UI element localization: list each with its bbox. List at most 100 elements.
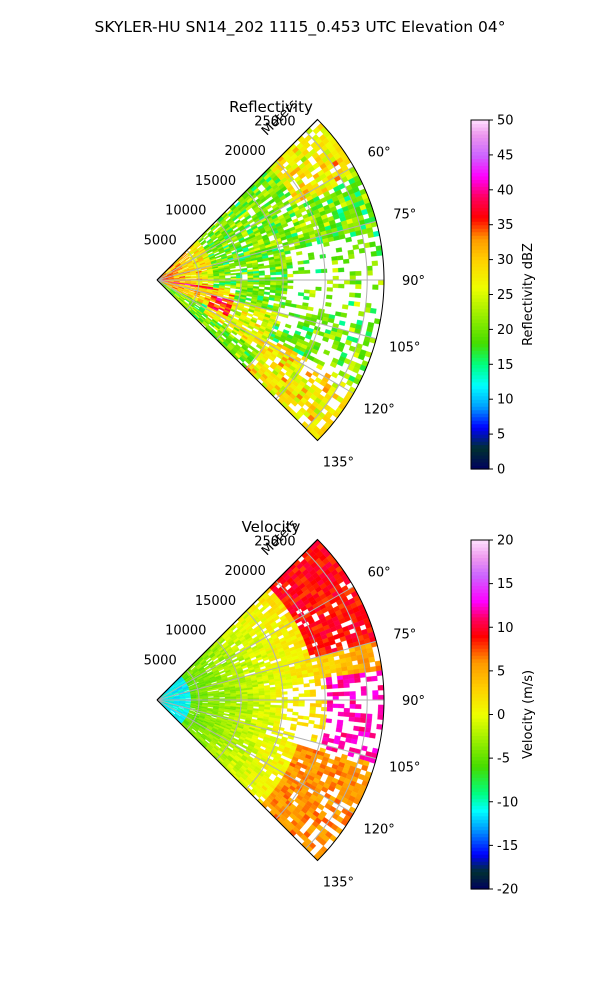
colorbar-segment: [471, 798, 489, 803]
radar-cell: [247, 695, 254, 699]
colorbar-segment: [471, 595, 489, 600]
radar-cell: [231, 330, 238, 336]
range-tick-label: 5000: [144, 233, 177, 248]
radar-cell: [337, 711, 345, 717]
radar-cell: [295, 304, 303, 309]
colorbar-segment: [471, 357, 489, 362]
radar-cell: [287, 285, 294, 290]
colorbar-segment: [471, 168, 489, 173]
colorbar-segment: [471, 770, 489, 775]
radar-cell: [336, 675, 344, 681]
colorbar-segment: [471, 847, 489, 852]
colorbar-segment: [471, 284, 489, 289]
radar-cell: [291, 681, 299, 686]
colorbar-segment: [471, 235, 489, 240]
radar-cell: [219, 695, 226, 698]
radar-cell: [325, 302, 332, 307]
colorbar-segment: [471, 322, 489, 327]
colorbar-tick-label: 10: [497, 393, 514, 408]
colorbar-tick-label: 20: [497, 534, 514, 549]
radar-cell: [269, 289, 276, 294]
radar-cell: [353, 725, 360, 732]
azimuth-tick-label: 90°: [402, 694, 425, 709]
radar-cell: [247, 275, 254, 279]
colorbar-tick-label: 20: [497, 323, 514, 338]
radar-cell: [331, 256, 338, 262]
radar-cell: [230, 272, 237, 276]
radar-cell: [289, 246, 296, 251]
colorbar-tick-label: -10: [497, 795, 518, 810]
colorbar-segment: [471, 203, 489, 208]
colorbar-segment: [471, 704, 489, 709]
radar-cell: [326, 684, 333, 690]
radar-cell: [309, 293, 316, 298]
colorbar-segment: [471, 315, 489, 320]
radar-cell: [326, 680, 333, 686]
radar-cell: [348, 678, 356, 684]
radar-cell: [338, 703, 345, 709]
radar-cell: [349, 695, 356, 701]
colorbar-segment: [471, 280, 489, 285]
radar-cell: [325, 718, 333, 724]
radar-cell: [263, 291, 270, 295]
colorbar-segment: [471, 423, 489, 428]
colorbar-segment: [471, 840, 489, 845]
colorbar-segment: [471, 455, 489, 460]
radar-cell: [287, 273, 294, 278]
colorbar-segment: [471, 353, 489, 358]
radar-cell: [270, 272, 277, 276]
radar-cell: [345, 236, 352, 243]
colorbar-segment: [471, 441, 489, 446]
colorbar-segment: [471, 679, 489, 684]
colorbar-segment: [471, 395, 489, 400]
range-tick-label: 15000: [195, 594, 236, 609]
radar-cell: [291, 717, 298, 722]
colorbar-segment: [471, 815, 489, 820]
colorbar-segment: [471, 868, 489, 873]
colorbar-segment: [471, 228, 489, 233]
colorbar-tick-label: 10: [497, 621, 514, 636]
colorbar-segment: [471, 871, 489, 876]
radar-cell: [309, 709, 316, 715]
colorbar-segment: [471, 256, 489, 261]
radar-cell: [326, 692, 334, 697]
colorbar-segment: [471, 588, 489, 593]
colorbar-segment: [471, 787, 489, 792]
colorbar-segment: [471, 409, 489, 414]
colorbar-segment: [471, 592, 489, 597]
colorbar-segment: [471, 669, 489, 674]
radar-cell: [369, 732, 376, 739]
colorbar-segment: [471, 606, 489, 611]
radar-cell: [350, 738, 358, 745]
colorbar-segment: [471, 311, 489, 317]
radar-cell: [309, 689, 316, 694]
colorbar-segment: [471, 756, 489, 761]
radar-cell: [341, 304, 349, 310]
radar-cell: [275, 691, 282, 695]
radar-cell: [319, 253, 326, 259]
colorbar-segment: [471, 665, 489, 670]
colorbar-tick-label: 35: [497, 218, 514, 233]
colorbar-segment: [471, 266, 489, 271]
colorbar-tick-label: 25: [497, 288, 514, 303]
radar-cell: [298, 266, 305, 271]
colorbar-segment: [471, 196, 489, 201]
radar-cell: [368, 656, 376, 663]
colorbar-segment: [471, 420, 489, 425]
radar-cell: [202, 700, 209, 703]
colorbar-segment: [471, 252, 489, 257]
radar-cell: [369, 307, 377, 314]
colorbar-segment: [471, 731, 489, 737]
colorbar-segment: [471, 634, 489, 639]
radar-cell: [367, 231, 375, 239]
azimuth-tick-label: 60°: [368, 566, 391, 581]
range-tick-label: 10000: [165, 624, 206, 639]
colorbar-segment: [471, 161, 489, 166]
colorbar-segment: [471, 550, 489, 555]
colorbar-segment: [471, 777, 489, 782]
colorbar-segment: [471, 791, 489, 796]
colorbar-segment: [471, 721, 489, 726]
colorbar-segment: [471, 339, 489, 344]
colorbar-segment: [471, 151, 489, 156]
azimuth-tick-label: 135°: [323, 875, 354, 890]
